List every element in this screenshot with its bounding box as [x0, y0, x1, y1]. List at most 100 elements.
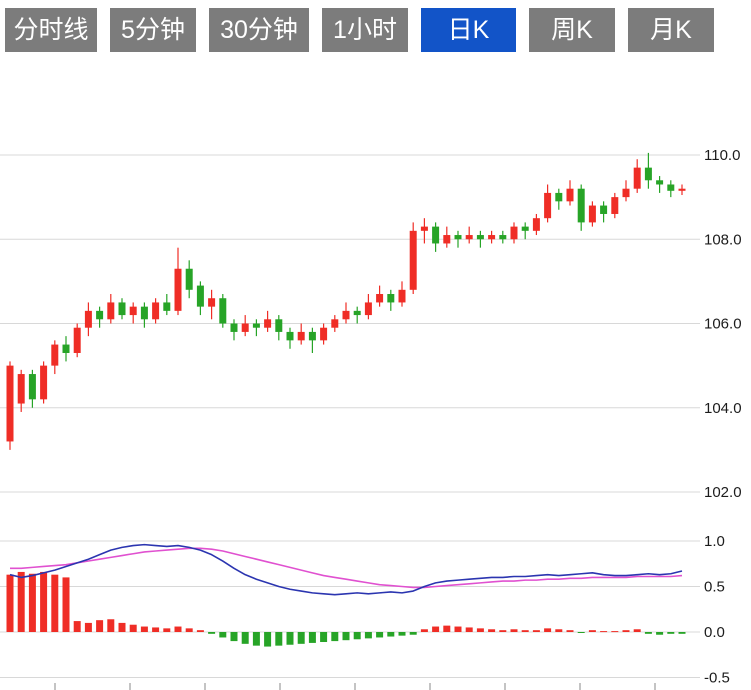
candle-body — [611, 197, 619, 214]
macd-bar — [331, 632, 339, 642]
kline-chart-svg: 110.0 108.0 106.0 104.0 102.0 1.0 0.5 0.0 -0.5 — [0, 147, 742, 690]
candle-body — [51, 344, 59, 366]
macd-bar — [566, 630, 574, 632]
macd-bar — [107, 619, 115, 632]
macd-bar — [667, 632, 675, 634]
candle-body — [600, 205, 608, 214]
candle-body — [96, 310, 104, 320]
macd-bar — [241, 632, 249, 644]
candle-body — [376, 294, 384, 303]
macd-bar — [364, 632, 372, 639]
macd-bar — [40, 571, 48, 632]
candle-body — [566, 188, 574, 202]
candle-body — [163, 302, 171, 311]
macd-bar — [588, 630, 596, 632]
candle-body — [465, 235, 473, 240]
candle-body — [118, 302, 126, 316]
tab-bar: 分时线 5分钟 30分钟 1小时 日K 周K 月K — [0, 0, 751, 52]
macd-bar — [219, 632, 227, 638]
macd-bar — [443, 625, 451, 632]
macd-bar — [476, 628, 484, 632]
macd-bar — [600, 631, 608, 633]
macd-bar — [555, 629, 563, 632]
macd-axis-label: -0.5 — [704, 670, 730, 687]
macd-bar — [73, 621, 81, 632]
candle-body — [174, 268, 182, 311]
candle-body — [342, 310, 350, 320]
macd-bar — [409, 632, 417, 635]
candle-body — [6, 365, 14, 442]
macd-bar — [678, 632, 686, 634]
macd-bar — [185, 628, 193, 632]
macd-bar — [286, 632, 294, 645]
candle-body — [107, 302, 115, 320]
candle-body — [499, 235, 507, 240]
candle-body — [17, 374, 25, 404]
macd-bar — [84, 622, 92, 632]
candle-body — [152, 302, 160, 320]
dif-line — [9, 543, 683, 596]
macd-bar — [376, 632, 384, 638]
candle-body — [432, 226, 440, 244]
macd-bar — [264, 632, 272, 647]
macd-bar — [499, 630, 507, 632]
macd-bar — [633, 629, 641, 632]
macd-bar — [656, 632, 664, 635]
candle-body — [532, 218, 540, 231]
macd-bar — [118, 622, 126, 632]
macd-bar — [252, 632, 260, 646]
macd-bar — [17, 571, 25, 632]
candle-body — [409, 230, 417, 290]
macd-bar — [6, 574, 14, 632]
tab-minute-line[interactable]: 分时线 — [5, 8, 97, 52]
macd-bar — [577, 632, 585, 633]
macd-bar — [152, 627, 160, 632]
candle-body — [420, 226, 428, 231]
candle-body — [286, 331, 294, 341]
tab-weekly-k[interactable]: 周K — [529, 8, 615, 52]
candle-body — [264, 319, 272, 328]
candle-body — [40, 365, 48, 400]
macd-bar — [420, 629, 428, 632]
candle-body — [633, 167, 641, 189]
macd-bar — [297, 632, 305, 644]
tab-1hour[interactable]: 1小时 — [322, 8, 408, 52]
candle-body — [544, 192, 552, 219]
candle-body — [476, 235, 484, 240]
candle-body — [488, 235, 496, 240]
dea-line — [10, 547, 683, 589]
candle-body — [678, 188, 686, 191]
macd-axis-label: 1.0 — [704, 533, 725, 550]
candle-body — [510, 226, 518, 240]
candle-body — [252, 323, 260, 328]
macd-bar — [320, 632, 328, 643]
macd-bar — [62, 577, 70, 632]
macd-bar — [230, 632, 238, 642]
candle-body — [129, 306, 137, 316]
macd-bar — [174, 626, 182, 632]
tab-30min[interactable]: 30分钟 — [209, 8, 309, 52]
candle-body — [588, 205, 596, 223]
candle-body — [398, 289, 406, 303]
tab-daily-k[interactable]: 日K — [421, 8, 516, 52]
candle-body — [275, 319, 283, 332]
tab-monthly-k[interactable]: 月K — [628, 8, 714, 52]
price-axis-label: 102.0 — [704, 484, 742, 501]
macd-bar — [454, 626, 462, 632]
macd-bar — [387, 632, 395, 637]
candle-body — [208, 298, 216, 307]
macd-bar — [96, 620, 104, 632]
macd-bar — [398, 632, 406, 636]
candle-body — [241, 323, 249, 332]
macd-bar — [622, 630, 630, 632]
candle-body — [364, 302, 372, 316]
macd-bar — [275, 632, 283, 646]
price-axis-label: 104.0 — [704, 400, 742, 417]
price-axis-label: 110.0 — [704, 147, 740, 164]
macd-axis-label: 0.0 — [704, 624, 725, 641]
macd-bar — [308, 632, 316, 643]
candle-body — [185, 268, 193, 290]
candle-body — [219, 298, 227, 324]
tab-5min[interactable]: 5分钟 — [110, 8, 196, 52]
candle-body — [308, 331, 316, 341]
